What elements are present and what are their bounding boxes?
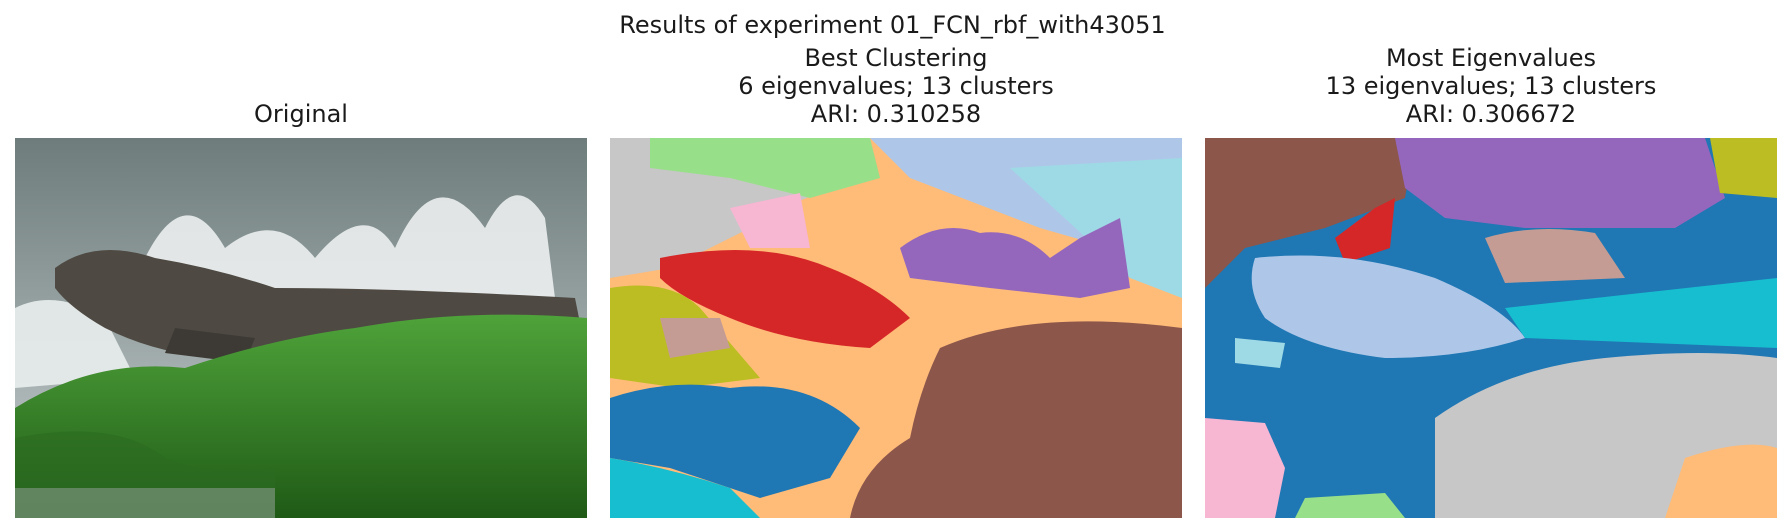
panel-best-title-line2: 6 eigenvalues; 13 clusters (738, 72, 1054, 100)
cluster-pink (730, 193, 810, 248)
panel-most-title-line2: 13 eigenvalues; 13 clusters (1325, 72, 1657, 100)
cluster-cyan (610, 458, 760, 518)
cluster-green (1295, 493, 1405, 518)
panel-most-title-line1: Most Eigenvalues (1385, 44, 1597, 72)
cluster-lightcyan (1235, 338, 1285, 368)
cluster-brown (850, 321, 1182, 518)
cluster-pink (1205, 418, 1285, 518)
cluster-brown (1205, 138, 1415, 288)
cluster-red (1335, 198, 1395, 263)
figure-suptitle: Results of experiment 01_FCN_rbf_with430… (619, 11, 1166, 39)
cluster-tan (1485, 229, 1625, 283)
best-clustering-map (610, 138, 1182, 518)
panel-original-title: Original (254, 100, 348, 128)
panel-most-title-line3: ARI: 0.306672 (1405, 100, 1577, 128)
most-eigenvalues-map (1205, 138, 1777, 518)
cluster-orange (1665, 444, 1777, 518)
original-image (15, 138, 587, 518)
cluster-green (650, 138, 880, 198)
cluster-red (660, 250, 910, 348)
cluster-cyan (1505, 278, 1777, 348)
cluster-purple (900, 218, 1130, 298)
cluster-tan (660, 318, 730, 358)
cluster-olive (1710, 138, 1777, 198)
panel-best-title-line1: Best Clustering (804, 44, 988, 72)
foreground-water (15, 488, 275, 518)
cluster-blue (610, 384, 860, 498)
panel-best-title-line3: ARI: 0.310258 (810, 100, 982, 128)
cluster-purple (1395, 138, 1725, 228)
cluster-lightcyan (1010, 158, 1182, 298)
cluster-lightblue (1251, 255, 1525, 358)
